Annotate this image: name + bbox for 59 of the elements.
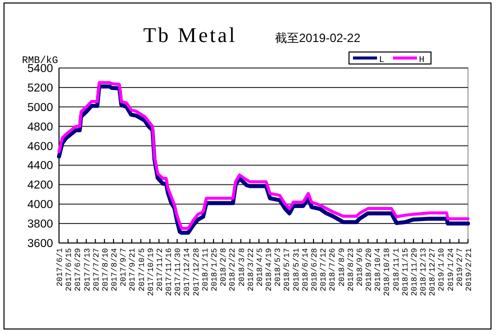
x-tick-label: 2018/8/23 <box>346 248 356 292</box>
x-tick-label: 2018/6/14 <box>301 248 310 292</box>
x-tick-label: 2019/1/10 <box>438 248 447 292</box>
x-tick-label: 2018/9/6 <box>356 248 365 286</box>
y-tick-label: 3800 <box>27 218 53 231</box>
x-tick-label: 2017/12/14 <box>183 248 192 296</box>
x-tick-label: 2018/2/8 <box>220 248 229 286</box>
x-tick-label: 2017/9/7 <box>120 248 129 286</box>
y-tick-label: 3600 <box>27 238 53 250</box>
x-tick-label: 2017/9/21 <box>128 248 138 292</box>
x-tick-label: 2017/11/2 <box>156 248 165 292</box>
x-tick-label: 2018/1/11 <box>201 248 210 292</box>
x-tick-label: 2018/11/29 <box>410 248 420 296</box>
legend-label: L <box>379 55 384 65</box>
chart-title: Tb Metal <box>143 23 237 47</box>
x-tick-label: 2017/6/1 <box>56 248 65 286</box>
x-tick-label: 2018/12/27 <box>428 248 438 296</box>
x-tick-label: 2017/12/28 <box>192 248 202 296</box>
x-tick-label: 2018/8/9 <box>338 248 347 286</box>
x-tick-label: 2017/6/15 <box>65 248 74 292</box>
y-tick-label: 4000 <box>27 199 53 212</box>
x-tick-label: 2018/10/18 <box>383 248 392 296</box>
y-tick-label: 4800 <box>27 121 53 134</box>
x-tick-label: 2018/5/3 <box>274 248 284 286</box>
x-tick-label: 2017/11/30 <box>174 248 184 296</box>
x-tick-label: 2018/5/31 <box>292 248 302 292</box>
chart-subtitle: 截至2019-02-22 <box>275 31 361 45</box>
x-tick-label: 2018/6/28 <box>310 248 320 292</box>
legend-label: H <box>419 55 424 65</box>
x-tick-label: 2019/2/21 <box>465 248 474 292</box>
x-tick-label: 2017/10/5 <box>138 248 147 292</box>
x-tick-label: 2018/1/25 <box>210 248 220 292</box>
y-tick-label: 5200 <box>27 82 53 94</box>
x-tick-label: 2018/3/22 <box>246 248 256 292</box>
x-tick-label: 2018/7/26 <box>328 248 338 292</box>
x-tick-label: 2017/7/27 <box>92 248 102 292</box>
y-tick-label: 4200 <box>27 180 53 192</box>
x-tick-label: 2018/4/5 <box>256 248 265 286</box>
x-tick-label: 2018/7/12 <box>320 248 329 292</box>
x-tick-label: 2017/8/10 <box>101 248 110 292</box>
x-tick-label: 2018/5/17 <box>283 248 292 292</box>
x-tick-label: 2017/6/29 <box>74 248 84 292</box>
x-tick-label: 2019/2/7 <box>456 248 465 286</box>
x-tick-label: 2018/4/19 <box>265 248 274 292</box>
x-tick-label: 2018/10/4 <box>374 248 384 292</box>
x-tick-label: 2017/8/24 <box>110 248 120 292</box>
x-tick-label: 2018/2/22 <box>228 248 238 292</box>
x-tick-label: 2018/12/13 <box>420 248 429 296</box>
x-tick-label: 2017/10/19 <box>146 248 156 296</box>
x-tick-label: 2017/11/16 <box>165 248 174 296</box>
y-tick-label: 5000 <box>27 102 53 114</box>
y-tick-label: 4400 <box>27 160 53 172</box>
y-tick-label: 4600 <box>27 140 53 153</box>
x-tick-label: 2019/1/24 <box>446 248 456 292</box>
x-tick-label: 2017/7/13 <box>83 248 92 292</box>
x-tick-label: 2018/11/1 <box>392 248 402 292</box>
x-tick-label: 2018/11/15 <box>401 248 410 296</box>
x-tick-label: 2018/3/8 <box>238 248 247 286</box>
x-tick-label: 2018/9/20 <box>365 248 374 292</box>
